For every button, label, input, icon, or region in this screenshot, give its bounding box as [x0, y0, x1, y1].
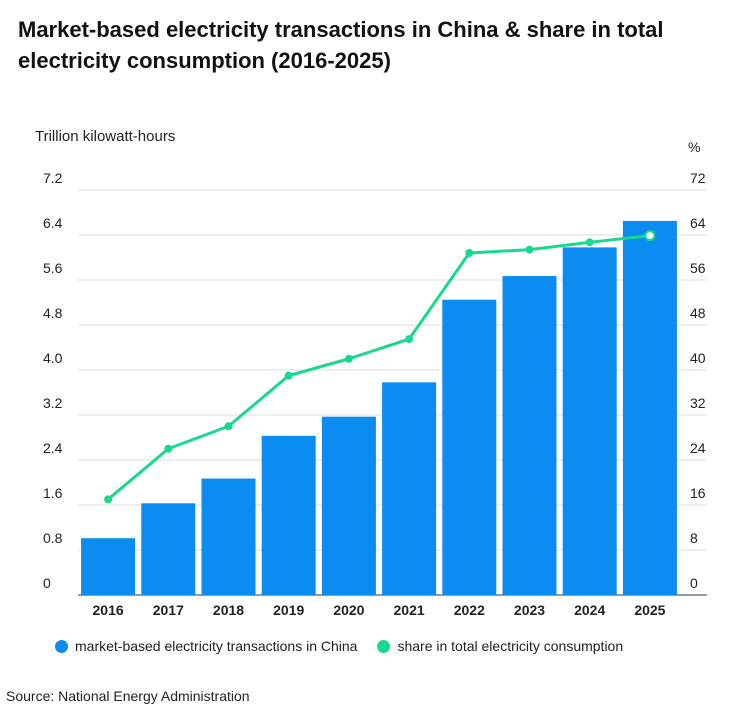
share-point [465, 249, 474, 257]
left-tick-label: 5.6 [43, 260, 63, 276]
x-tick-label: 2021 [394, 602, 425, 618]
right-tick-label: 40 [690, 350, 706, 366]
share-point [104, 495, 113, 504]
bar [502, 276, 557, 595]
left-tick-label: 7.2 [43, 170, 63, 186]
share-point [344, 354, 353, 363]
left-tick-label: 4.8 [43, 305, 63, 321]
share-point [525, 245, 534, 254]
left-tick-label: 3.2 [43, 395, 63, 411]
right-tick-label: 56 [690, 260, 706, 276]
left-axis-label: Trillion kilowatt-hours [35, 128, 176, 145]
bar [622, 220, 677, 595]
line-series [104, 230, 656, 504]
share-point [585, 238, 594, 247]
legend-label-transactions: market-based electricity transactions in… [75, 638, 358, 654]
right-tick-label: 32 [690, 395, 706, 411]
bar [382, 382, 437, 595]
x-tick-label: 2022 [454, 602, 485, 618]
share-point [284, 371, 293, 380]
bar [141, 503, 196, 595]
share-point [644, 230, 656, 242]
right-tick-label: 0 [690, 575, 698, 591]
share-line [107, 234, 651, 501]
share-point [405, 335, 414, 344]
bar [442, 299, 497, 595]
x-tick-label: 2025 [634, 602, 665, 618]
left-tick-label: 2.4 [43, 440, 63, 456]
x-axis-ticks: 2016 2017 2018 2019 2020 2021 2022 2023 2024 2025 [93, 602, 666, 618]
right-tick-label: 16 [690, 485, 706, 501]
bar-series [81, 220, 677, 595]
chart-title: Market-based electricity transactions in… [18, 17, 664, 73]
right-tick-label: 72 [690, 170, 706, 186]
x-tick-label: 2020 [333, 602, 364, 618]
left-tick-label: 4.0 [43, 350, 63, 366]
legend-swatch-green [377, 639, 391, 653]
right-tick-label: 8 [690, 530, 698, 546]
share-point [164, 444, 173, 453]
bar [81, 538, 136, 595]
legend: market-based electricity transactions in… [55, 638, 623, 654]
legend-swatch-blue [55, 639, 68, 653]
right-axis-ticks: 0 8 16 24 32 40 48 56 64 72 [690, 170, 706, 591]
bar [261, 435, 316, 595]
left-tick-label: 0 [43, 575, 51, 591]
x-tick-label: 2023 [514, 602, 545, 618]
right-tick-label: 24 [690, 440, 706, 456]
bar [562, 247, 617, 595]
left-tick-label: 1.6 [43, 485, 63, 501]
legend-item-share: share in total electricity consumption [377, 638, 623, 654]
source-note: Source: National Energy Administration [6, 688, 250, 704]
x-tick-label: 2018 [213, 602, 244, 618]
left-axis-ticks: 0 0.8 1.6 2.4 3.2 4.0 4.8 5.6 6.4 7.2 [43, 170, 63, 591]
right-tick-label: 64 [690, 215, 706, 231]
x-tick-label: 2024 [574, 602, 605, 618]
right-axis-label: % [688, 139, 701, 155]
legend-item-transactions: market-based electricity transactions in… [55, 638, 357, 654]
bar [201, 478, 256, 595]
left-tick-label: 0.8 [43, 530, 63, 546]
legend-label-share: share in total electricity consumption [397, 638, 624, 654]
bar [321, 416, 376, 595]
x-tick-label: 2019 [273, 602, 304, 618]
right-tick-label: 48 [690, 305, 706, 321]
x-tick-label: 2017 [153, 602, 184, 618]
x-tick-label: 2016 [93, 602, 124, 618]
share-point [224, 422, 233, 431]
left-tick-label: 6.4 [43, 215, 63, 231]
